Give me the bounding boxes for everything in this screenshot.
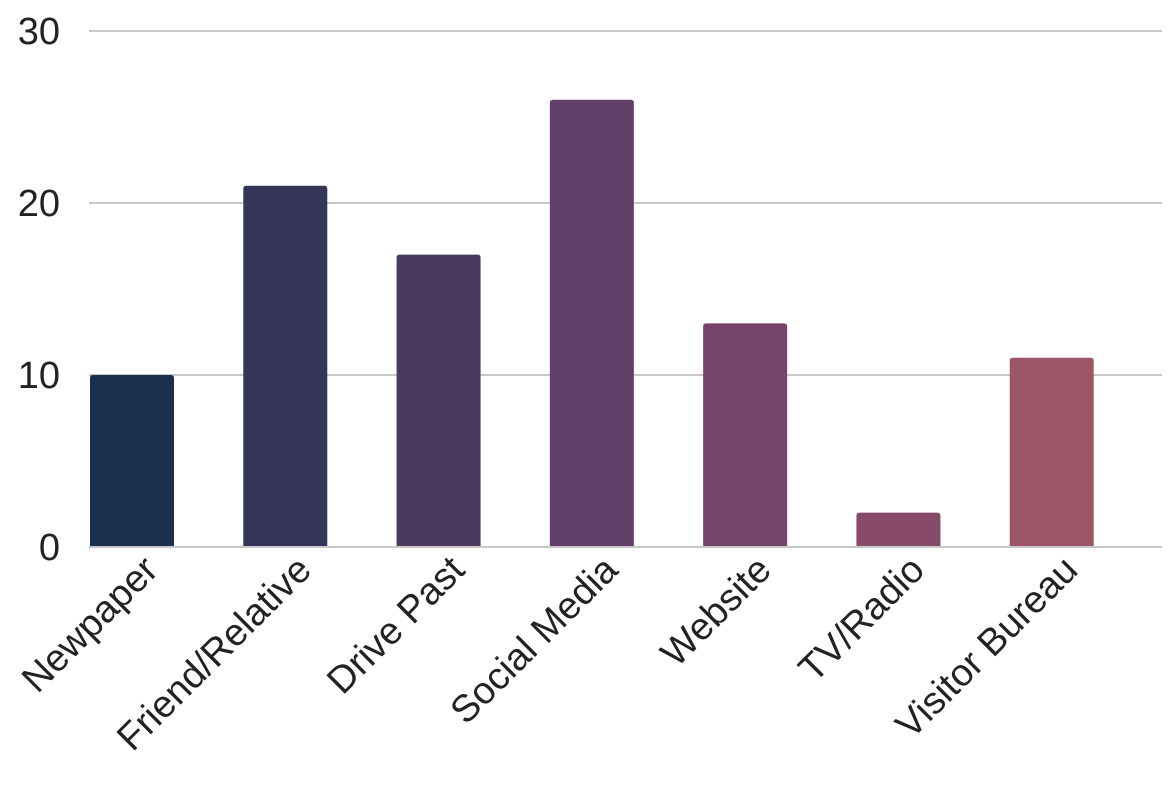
y-tick-label-0: 0 [39, 527, 60, 569]
y-axis-tick-labels: 0 10 20 30 [18, 11, 60, 569]
x-tick-label-tv-radio: TV/Radio [791, 549, 933, 691]
x-tick-label-website: Website [653, 549, 779, 675]
bar-website [703, 323, 788, 547]
y-tick-label-30: 30 [18, 11, 60, 53]
bar-friend-relative [243, 185, 328, 548]
x-tick-label-social-media: Social Media [443, 548, 627, 732]
bar-visitor-bureau [1009, 357, 1094, 547]
bar-drive-past [396, 254, 481, 547]
y-tick-label-10: 10 [18, 355, 60, 397]
y-tick-label-20: 20 [18, 183, 60, 225]
bars [90, 99, 1094, 548]
x-tick-label-drive-past: Drive Past [319, 548, 473, 702]
x-tick-label-newpaper: Newpaper [14, 548, 166, 700]
bar-tv-radio [856, 512, 941, 547]
bar-social-media [549, 99, 634, 548]
bar-newpaper [90, 375, 174, 547]
